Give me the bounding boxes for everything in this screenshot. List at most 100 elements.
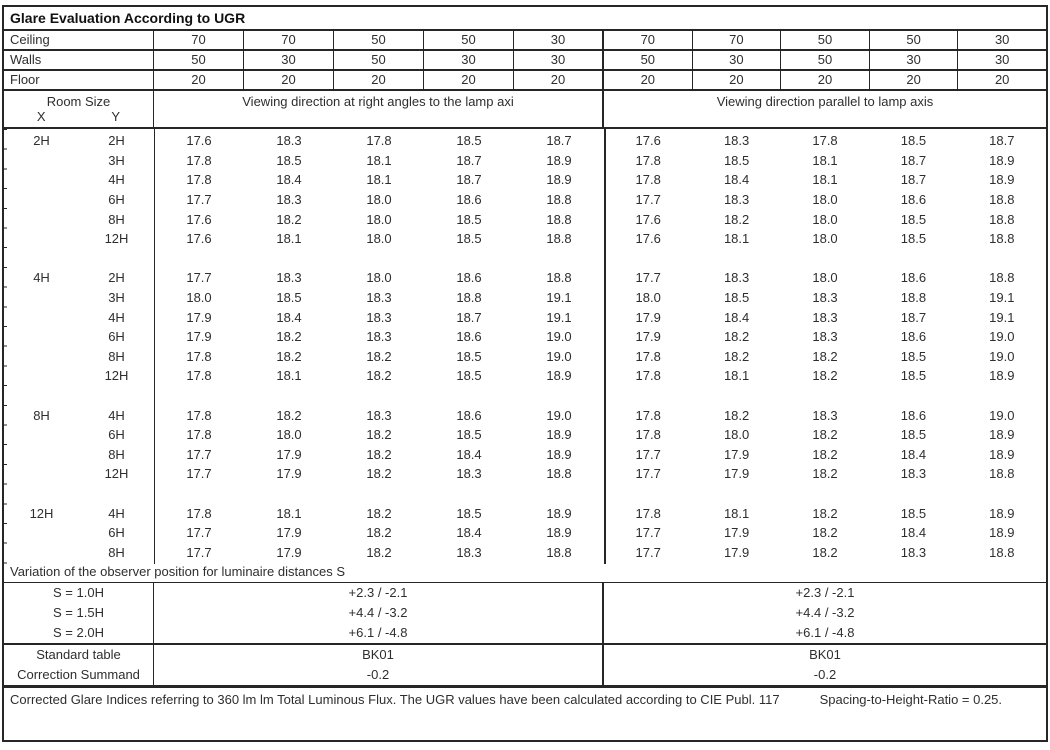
ugr-data-row: 8H 4H 17.8 18.2 18.3 18.6 19.0 17.8 18.2 18.3 18.6…: [4, 405, 1046, 425]
group-gap-row: [4, 249, 1046, 269]
ugr-value-cell: 18.0: [366, 270, 392, 286]
ugr-value-cell: 18.5: [900, 133, 927, 149]
ugr-value-cell: 18.2: [366, 446, 392, 462]
ugr-data-row: 4H 17.9 18.4 18.3 18.7 19.1 17.9 18.4 18.3 18.7 19…: [4, 307, 1046, 327]
ugr-value-cell: 18.2: [276, 348, 302, 364]
ugr-value-cell: 17.7: [635, 525, 661, 541]
ugr-value-cell: 18.1: [812, 172, 838, 188]
ugr-value-cell: 18.8: [456, 290, 482, 306]
ugr-value-cell: 18.2: [366, 348, 392, 364]
ugr-value-cell: 18.0: [812, 192, 838, 208]
ugr-value-cell: 17.8: [812, 133, 838, 149]
ugr-value-cell: 18.2: [812, 544, 838, 560]
ugr-value-cell: 17.7: [635, 544, 661, 560]
room-y-cell: 2H: [108, 270, 125, 286]
ugr-value-cell: 18.9: [546, 427, 572, 443]
ugr-value-cell: 18.2: [812, 525, 838, 541]
ugr-value-cell: 18.9: [989, 505, 1015, 521]
summary-value-right: -0.2: [813, 667, 837, 682]
ugr-value-cell: 18.4: [456, 525, 482, 541]
ugr-data-row: 2H 2H 17.6 18.3 17.8 18.5 18.7 17.6 18.3 17.8 18.5…: [4, 131, 1046, 151]
variation-value-right: +6.1 / -4.8: [795, 625, 855, 640]
surface-value-cell: 50: [870, 31, 959, 49]
ugr-value-cell: 18.9: [546, 446, 572, 462]
ugr-value-cell: 18.6: [900, 329, 927, 345]
surface-value-cell: 30: [693, 51, 782, 69]
ugr-value-cell: 18.7: [456, 172, 482, 188]
room-y-cell: 4H: [108, 505, 125, 521]
ugr-value-cell: 18.3: [456, 544, 482, 560]
footer-note: Corrected Glare Indices referring to 360…: [4, 688, 1046, 740]
surface-value-cell: 50: [334, 31, 424, 49]
ugr-value-cell: 18.6: [900, 270, 927, 286]
surface-value-cell: 20: [994, 72, 1010, 87]
x-column-label: X: [36, 109, 46, 124]
ugr-value-cell: 18.3: [723, 133, 750, 149]
ugr-data-row: 6H 17.9 18.2 18.3 18.6 19.0 17.9 18.2 18.3 18.6 19…: [4, 327, 1046, 347]
ugr-value-cell: 18.8: [900, 290, 927, 306]
ugr-value-cell: 18.5: [456, 211, 482, 227]
room-x-cell: 2H: [33, 133, 50, 149]
ugr-value-cell: 17.7: [186, 525, 212, 541]
ugr-value-cell: 18.1: [723, 231, 750, 247]
ugr-value-cell: 17.9: [723, 544, 750, 560]
room-y-cell: 6H: [108, 427, 125, 443]
ugr-value-cell: 18.8: [546, 544, 572, 560]
ugr-value-cell: 18.7: [989, 133, 1015, 149]
ugr-value-cell: 18.2: [276, 329, 302, 345]
ugr-value-cell: 19.1: [989, 309, 1015, 325]
ugr-value-cell: 17.9: [723, 466, 750, 482]
ugr-value-cell: 18.8: [546, 270, 572, 286]
viewing-direction-right-angles-header: Viewing direction at right angles to the…: [154, 91, 604, 127]
ugr-value-cell: 17.7: [186, 446, 212, 462]
ugr-data-row: 8H 17.8 18.2 18.2 18.5 19.0 17.8 18.2 18.2 18.5 19…: [4, 347, 1046, 367]
ugr-value-cell: 17.8: [186, 152, 212, 168]
ugr-value-cell: 18.9: [989, 172, 1015, 188]
observer-variation-row: S = 1.5H +4.4 / -3.2 +4.4 / -3.2: [4, 603, 1046, 623]
ugr-value-cell: 17.8: [186, 172, 212, 188]
variation-value-left: +4.4 / -3.2: [154, 603, 604, 623]
ugr-value-cell: 18.5: [900, 505, 927, 521]
ugr-value-cell: 18.5: [900, 231, 927, 247]
row-tick-marks: [4, 129, 7, 564]
room-size-header: Room Size X Y: [4, 91, 154, 127]
ugr-value-cell: 17.7: [186, 192, 212, 208]
surface-value-cell: 50: [424, 31, 514, 49]
summary-label: Standard table: [4, 645, 154, 665]
ugr-value-cell: 18.1: [276, 368, 302, 384]
ugr-value-cell: 18.6: [456, 407, 482, 423]
room-y-cell: 12H: [104, 231, 129, 247]
ugr-value-cell: 17.9: [723, 446, 750, 462]
ugr-value-cell: 18.9: [989, 152, 1015, 168]
ugr-value-cell: 17.8: [186, 427, 212, 443]
ugr-value-cell: 19.0: [546, 329, 572, 345]
footer-text: Corrected Glare Indices referring to 360…: [10, 692, 780, 707]
ugr-value-cell: 18.5: [456, 368, 482, 384]
ugr-value-cell: 19.0: [546, 407, 572, 423]
ugr-value-cell: 18.3: [900, 544, 927, 560]
surface-reflectance-rows: Ceiling 70 70 50 50 30 70 70 50 50 30 Walls 50 30 50 30…: [4, 31, 1046, 91]
ugr-value-cell: 19.1: [989, 290, 1015, 306]
ugr-value-cell: 18.5: [276, 152, 302, 168]
ugr-value-cell: 19.0: [989, 329, 1015, 345]
ugr-value-cell: 17.9: [186, 329, 212, 345]
ugr-value-cell: 18.2: [276, 211, 302, 227]
ugr-value-cell: 18.1: [723, 368, 750, 384]
ugr-value-cell: 18.1: [366, 152, 392, 168]
ugr-value-cell: 18.3: [276, 192, 302, 208]
ugr-value-cell: 18.5: [900, 211, 927, 227]
ugr-value-cell: 17.6: [635, 231, 661, 247]
room-y-cell: 12H: [104, 368, 129, 384]
ugr-value-cell: 17.9: [186, 309, 212, 325]
ugr-value-cell: 18.0: [635, 290, 661, 306]
ugr-value-cell: 18.1: [366, 172, 392, 188]
ugr-value-cell: 19.0: [989, 348, 1015, 364]
summary-rows: Standard table BK01 BK01 Correction Summand…: [4, 645, 1046, 688]
surface-value-cell: 20: [334, 71, 424, 89]
surface-value-cell: 70: [154, 31, 244, 49]
surface-row: Walls 50 30 50 30 30 50 30 50 30 30: [4, 51, 1046, 71]
ugr-value-cell: 17.8: [366, 133, 392, 149]
ugr-data-row: 12H 4H 17.8 18.1 18.2 18.5 18.9 17.8 18.1 18.2 18.…: [4, 503, 1046, 523]
variation-distance-label: S = 1.5H: [4, 603, 154, 623]
